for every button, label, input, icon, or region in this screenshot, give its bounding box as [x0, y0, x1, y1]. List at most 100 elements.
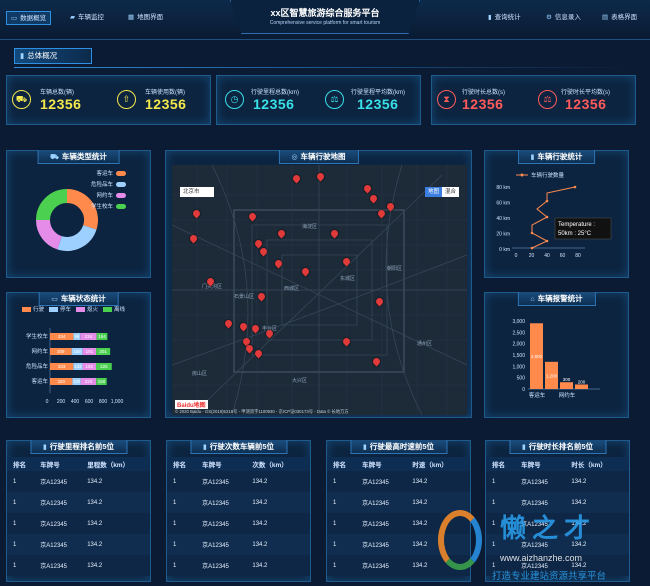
table-cell: 京A12345 — [356, 492, 407, 513]
status-bar-segment[interactable] — [73, 333, 81, 340]
table-cell: 134.2 — [81, 492, 150, 513]
table-cell: 1 — [327, 492, 357, 513]
table-row[interactable]: 1 京A12345 134.2 — [7, 471, 150, 492]
alarm-ytick: 1,500 — [512, 353, 525, 359]
status-bar-segment[interactable] — [96, 378, 107, 385]
table-row[interactable]: 1 京A12345 134.2 — [7, 492, 150, 513]
nav-item-info-entry[interactable]: ⚙ 信息录入 — [546, 14, 581, 21]
table-cell: 1 — [486, 534, 516, 555]
nav-item-data-overview[interactable]: ▭ 数据概览 — [6, 11, 52, 25]
status-bar-value: 234 — [85, 334, 93, 339]
table-row[interactable]: 1 京A12345 134.2 — [7, 555, 150, 576]
status-legend-label[interactable]: 离线 — [114, 307, 126, 313]
status-category-label: 学生校车 — [26, 332, 49, 340]
table-cell: 京A12345 — [34, 513, 82, 534]
donut-legend-label: 危险品车 — [91, 180, 114, 188]
table-cell: 134.2 — [246, 555, 310, 576]
status-bar-value: 158 — [73, 349, 81, 354]
status-bar-value: 98 — [74, 334, 80, 339]
table-cell: 京A12345 — [196, 534, 247, 555]
ranking-table-panel: ▮ 行驶时长排名前5位 排名 车牌号 时长（km） 1 京A12345 134.2 1 京A123… — [485, 440, 630, 582]
status-bar-segment[interactable] — [80, 333, 97, 340]
table-row[interactable]: 1 京A12345 134.2 — [327, 492, 470, 513]
bar-chart-icon: ▮ — [530, 154, 535, 161]
table-row[interactable]: 1 京A12345 134.2 — [167, 513, 310, 534]
table-header-cell: 里程数（km） — [81, 457, 150, 471]
map-type-map-button[interactable]: 地图 — [424, 187, 442, 197]
ranking-table-title: 行驶里程排名前5位 — [49, 442, 115, 451]
driving-stats-panel: ▮ 车辆行驶统计 车辆行驶数量 80 km 60 km 40 km 20 km 0 km 0… — [484, 150, 629, 278]
alarm-bar[interactable] — [545, 361, 558, 389]
alarm-category-label: 客运车 — [529, 391, 546, 399]
status-bar-segment[interactable] — [50, 363, 74, 370]
table-cell: 京A12345 — [196, 513, 247, 534]
status-legend-label[interactable]: 行驶 — [33, 307, 45, 313]
table-row[interactable]: 1 京A12345 134.2 — [486, 492, 629, 513]
status-legend-swatch — [103, 307, 113, 313]
nav-item-query-stats[interactable]: ▮ 查询统计 — [488, 14, 521, 21]
table-row[interactable]: 1 京A12345 134.2 — [7, 534, 150, 555]
table-row[interactable]: 1 京A12345 134.2 — [486, 513, 629, 534]
driving-ytick: 20 km — [496, 232, 510, 238]
alarm-ytick: 2,500 — [512, 330, 525, 336]
section-tab-overview[interactable]: ▮ 总体概况 — [14, 48, 92, 64]
driving-xtick: 20 — [529, 253, 535, 259]
status-bar-segment[interactable] — [95, 363, 112, 370]
donut-slice[interactable] — [36, 219, 63, 250]
table-row[interactable]: 1 京A12345 134.2 — [167, 471, 310, 492]
status-bar-segment[interactable] — [71, 348, 83, 355]
table-cell: 1 — [7, 492, 35, 513]
car-icon: ⛟ — [50, 154, 59, 161]
status-bar-segment[interactable] — [96, 348, 111, 355]
status-bar-segment[interactable] — [96, 333, 108, 340]
table-row[interactable]: 1 京A12345 134.2 — [486, 555, 629, 576]
table-row[interactable]: 1 京A12345 134.2 — [167, 534, 310, 555]
page-subtitle: Comprehensive service platform for smart… — [269, 20, 381, 26]
watermark-brand: 懒之才 — [500, 513, 597, 543]
status-bar-segment[interactable] — [82, 348, 97, 355]
alarm-bar[interactable] — [575, 384, 588, 389]
alarm-bar-label: 200 — [578, 379, 586, 384]
table-row[interactable]: 1 京A12345 134.2 — [327, 471, 470, 492]
status-bar-segment[interactable] — [73, 363, 83, 370]
svg-text:50km : 25°C: 50km : 25°C — [558, 231, 592, 237]
nav-item-map-view[interactable]: ▦ 地图界面 — [128, 14, 164, 21]
table-row[interactable]: 1 京A12345 134.2 — [167, 555, 310, 576]
status-legend-label[interactable]: 熄火 — [87, 307, 99, 313]
status-bar-segment[interactable] — [72, 378, 81, 385]
status-bar-segment[interactable] — [50, 348, 72, 355]
table-cell: 1 — [486, 555, 516, 576]
table-row[interactable]: 1 京A12345 134.2 — [167, 492, 310, 513]
alarm-bar[interactable] — [560, 382, 573, 389]
status-bar-segment[interactable] — [50, 333, 74, 340]
nav-item-vehicle-monitor[interactable]: ▰ 车辆监控 — [70, 14, 104, 21]
map-search-box[interactable]: 北京市 — [180, 187, 214, 197]
table-row[interactable]: 1 京A12345 134.2 — [7, 513, 150, 534]
alarm-ytick: 500 — [517, 376, 526, 382]
status-legend-label[interactable]: 停车 — [60, 307, 72, 313]
map-type-hybrid-button[interactable]: 混合 — [444, 189, 456, 195]
table-cell: 134.2 — [246, 471, 310, 492]
table-row[interactable]: 1 京A12345 134.2 — [486, 534, 629, 555]
status-bar-segment[interactable] — [50, 378, 73, 385]
gear-icon: ⚙ — [546, 14, 552, 21]
donut-slice[interactable] — [57, 224, 97, 251]
status-bar-segment[interactable] — [80, 378, 97, 385]
table-row[interactable]: 1 京A12345 134.2 — [327, 513, 470, 534]
table-header-cell: 车牌号 — [34, 457, 82, 471]
donut-legend-label: 网约车 — [96, 191, 113, 199]
status-bar-segment[interactable] — [82, 363, 96, 370]
nav-item-table-view[interactable]: ▤ 表格界面 — [602, 14, 638, 21]
donut-slice[interactable] — [36, 189, 68, 221]
table-cell: 京A12345 — [34, 492, 82, 513]
donut-slice[interactable] — [66, 189, 98, 230]
table-cell: 134.2 — [246, 513, 310, 534]
donut-legend-label: 客运车 — [96, 169, 113, 177]
status-xtick: 600 — [85, 399, 94, 405]
driving-xtick: 0 — [515, 253, 518, 259]
monitor-icon: ▭ — [11, 15, 18, 22]
table-row[interactable]: 1 京A12345 134.2 — [486, 471, 629, 492]
alarm-bar[interactable] — [530, 323, 543, 389]
